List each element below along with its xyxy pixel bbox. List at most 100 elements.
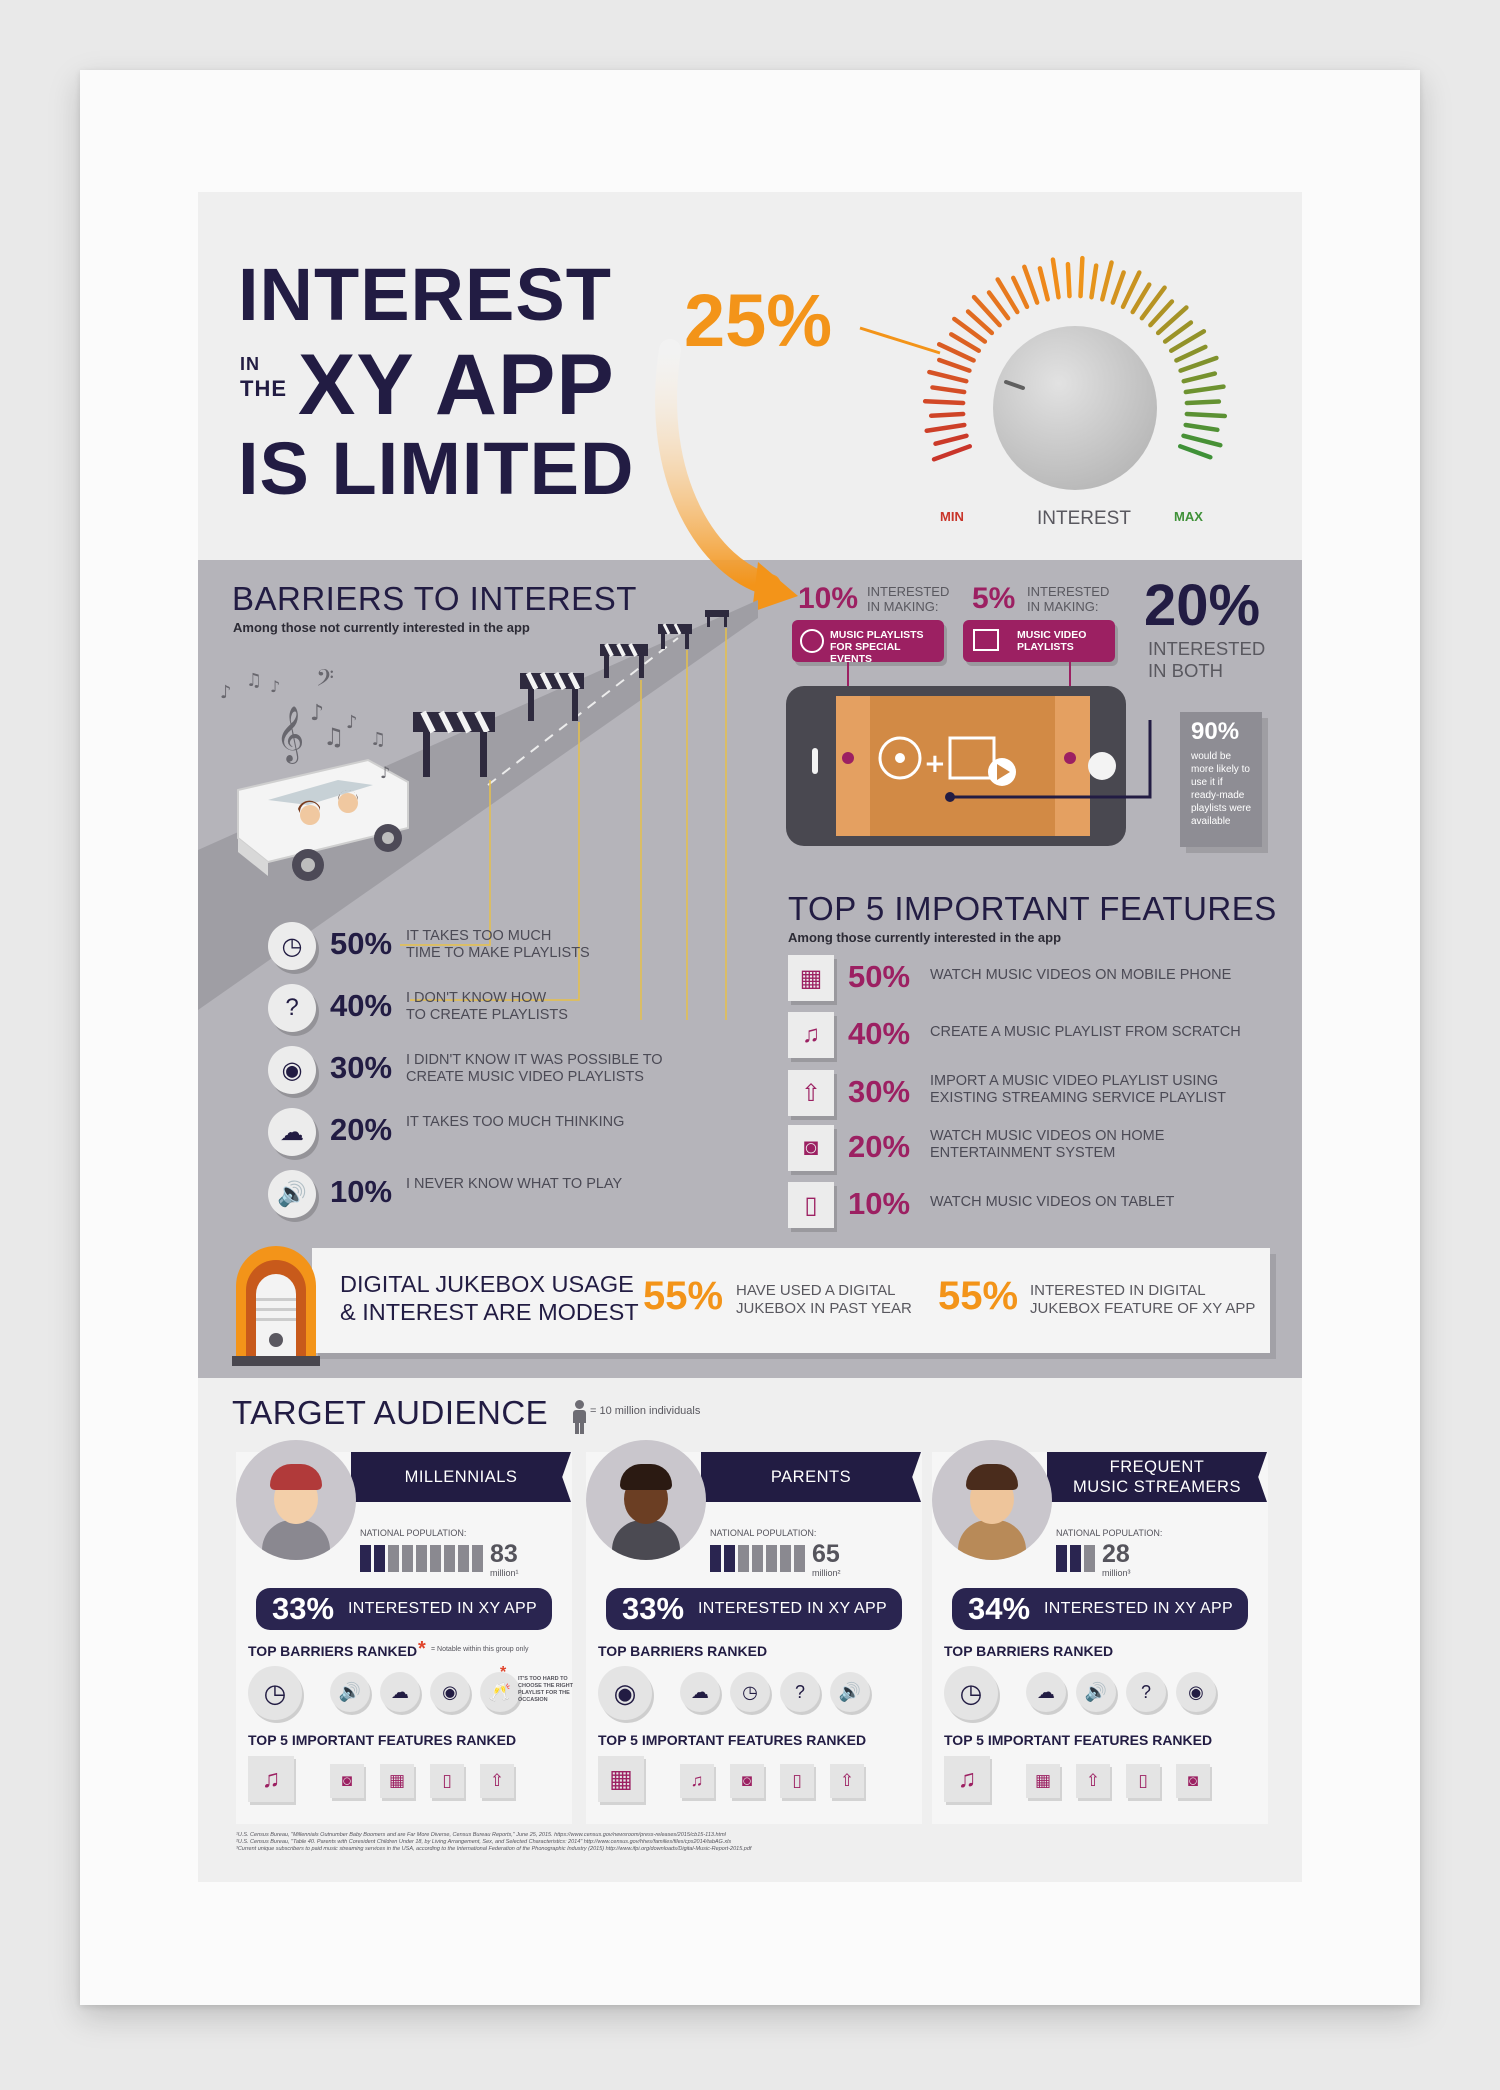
barrier-pct: 40% xyxy=(330,988,393,1023)
barrier-row: ◷ 50% IT TAKES TOO MUCH TIME TO MAKE PLAYLI… xyxy=(268,920,748,972)
gauge-tick xyxy=(927,369,969,384)
top-barriers-label: TOP BARRIERS RANKED xyxy=(598,1643,768,1659)
gauge-svg xyxy=(655,255,1228,612)
svg-text:𝄞: 𝄞 xyxy=(276,706,304,764)
feature-text-line2: EXISTING STREAMING SERVICE PLAYLIST xyxy=(930,1090,1226,1106)
tag-music-playlists: MUSIC PLAYLISTS FOR SPECIAL EVENTS xyxy=(792,620,944,665)
home-speaker-icon: ◙ xyxy=(330,1764,364,1798)
gauge-tick xyxy=(986,290,1011,321)
audience-banner: MILLENNIALS xyxy=(351,1452,571,1502)
svg-text:♪: ♪ xyxy=(310,701,324,726)
making-a-label: INTERESTED IN MAKING: xyxy=(867,584,949,614)
feature-row: ▯ 10% WATCH MUSIC VIDEOS ON TABLET xyxy=(788,1182,1268,1232)
audience-name-line1: FREQUENT xyxy=(1109,1458,1205,1476)
audience-name-line2: MUSIC STREAMERS xyxy=(1073,1478,1241,1496)
feature-row: ▦ 50% WATCH MUSIC VIDEOS ON MOBILE PHONE xyxy=(788,955,1268,1005)
person-icon xyxy=(752,1545,763,1572)
jukebox-title: DIGITAL JUKEBOX USAGE & INTEREST ARE MODE… xyxy=(340,1270,639,1326)
gauge-tick xyxy=(949,332,982,353)
avatar xyxy=(932,1440,1052,1560)
clock-icon: ◷ xyxy=(944,1666,998,1720)
gauge-tick xyxy=(965,309,995,336)
notable-star-icon: * xyxy=(500,1664,507,1681)
audience-name: MILLENNIALS xyxy=(405,1467,518,1487)
feature-text-line2: ENTERTAINMENT SYSTEM xyxy=(930,1145,1116,1161)
barrier-pct: 50% xyxy=(330,926,393,961)
feature-text-line1: WATCH MUSIC VIDEOS ON HOME xyxy=(930,1128,1165,1144)
cloud-upload-icon: ⇧ xyxy=(1076,1764,1110,1798)
gauge-tick xyxy=(928,411,966,418)
gauge-tick xyxy=(924,422,967,433)
disc-icon: ◉ xyxy=(598,1666,652,1720)
gauge-knob-indicator xyxy=(1004,380,1025,390)
barrier-pct: 10% xyxy=(330,1174,393,1209)
population-unit: million² xyxy=(812,1568,841,1578)
special-barrier-note-line: OCCASION xyxy=(518,1697,548,1703)
special-barrier-note: IT'S TOO HARD TO CHOOSE THE RIGHT PLAYLIST… xyxy=(518,1676,573,1704)
question-icon: ? xyxy=(268,984,316,1032)
road-line xyxy=(487,637,679,786)
feature-text: WATCH MUSIC VIDEOS ON HOME ENTERTAINMENT … xyxy=(930,1128,1164,1162)
feature-pct: 50% xyxy=(848,959,911,994)
gauge-tick xyxy=(931,444,973,462)
barrier-text: IT TAKES TOO MUCH THINKING xyxy=(406,1114,624,1131)
interest-text: INTERESTED IN XY APP xyxy=(698,1600,887,1617)
clock-icon: ◷ xyxy=(268,922,316,970)
feature-pct: 30% xyxy=(848,1074,911,1109)
ready-made-pct: 90% xyxy=(1191,718,1240,745)
clock-icon: ◷ xyxy=(730,1672,770,1712)
tag-a-line2: FOR SPECIAL EVENTS xyxy=(830,641,901,665)
gauge-tick xyxy=(933,433,969,446)
gauge-tick xyxy=(1120,270,1142,310)
gauge-tick xyxy=(1184,411,1228,419)
top-features-label: TOP 5 IMPORTANT FEATURES RANKED xyxy=(944,1732,1213,1748)
person-icon xyxy=(458,1545,469,1572)
disc-icon xyxy=(800,629,824,653)
svg-text:♫: ♫ xyxy=(246,670,262,691)
population-figures xyxy=(360,1545,486,1575)
footnote: ²U.S. Census Bureau, "Table 40. Parents … xyxy=(236,1839,732,1845)
gauge-tick xyxy=(1100,260,1114,302)
footnote: ¹U.S. Census Bureau, "Millennials Outnum… xyxy=(236,1832,726,1838)
tablet-icon: ▯ xyxy=(780,1764,814,1798)
question-icon: ? xyxy=(1126,1672,1166,1712)
person-icon xyxy=(724,1545,735,1572)
gauge-tick xyxy=(1139,285,1167,321)
population-label: NATIONAL POPULATION: xyxy=(1056,1528,1163,1538)
leader-line-2 xyxy=(410,722,580,1001)
interest-pct: 34% xyxy=(968,1591,1031,1626)
population-value: 83 xyxy=(490,1540,518,1568)
barrier-row: 🔊 10% I NEVER KNOW WHAT TO PLAY xyxy=(268,1168,748,1220)
road xyxy=(198,600,758,1010)
audience-name-line1: MILLENNIALS xyxy=(404,1468,518,1486)
population-value: 65 xyxy=(812,1540,840,1568)
svg-text:♪: ♪ xyxy=(346,712,358,733)
person-icon xyxy=(738,1545,749,1572)
population-label: NATIONAL POPULATION: xyxy=(710,1528,817,1538)
road-illustration: ♪♫ ♪ 𝄞 ♪♫ ♪♫♪ 𝄢 xyxy=(198,600,758,1020)
feature-pct: 10% xyxy=(848,1186,911,1221)
person-icon xyxy=(402,1545,413,1572)
gauge-tick xyxy=(1011,275,1030,310)
gauge-tick xyxy=(1089,263,1099,300)
person-icon xyxy=(444,1545,455,1572)
gauge-tick xyxy=(1037,266,1050,302)
gauge-tick xyxy=(1181,433,1223,448)
person-icon xyxy=(374,1545,385,1572)
tag-music-video-playlists: MUSIC VIDEO PLAYLISTS xyxy=(963,620,1115,662)
barriers-heading: BARRIERS TO INTEREST xyxy=(232,580,637,617)
music-note-icon: ♫ xyxy=(248,1756,294,1802)
leader-line-1 xyxy=(400,780,491,946)
making-both-pct: 20% xyxy=(1144,573,1261,638)
gauge-tick xyxy=(952,316,988,344)
feature-text: WATCH MUSIC VIDEOS ON MOBILE PHONE xyxy=(930,967,1231,984)
jukebox-panel xyxy=(312,1248,1270,1353)
ready-made-callout: 90% would be more likely to use it if ready… xyxy=(1180,712,1262,847)
jukebox-icon xyxy=(232,1246,320,1366)
svg-text:♪: ♪ xyxy=(220,682,232,703)
gauge-tick xyxy=(936,342,976,363)
gauge-percent: 25% xyxy=(684,279,833,362)
person-icon xyxy=(416,1545,427,1572)
gauge-tick xyxy=(1177,444,1213,460)
barrier-text-line1: I NEVER KNOW WHAT TO PLAY xyxy=(406,1176,623,1192)
